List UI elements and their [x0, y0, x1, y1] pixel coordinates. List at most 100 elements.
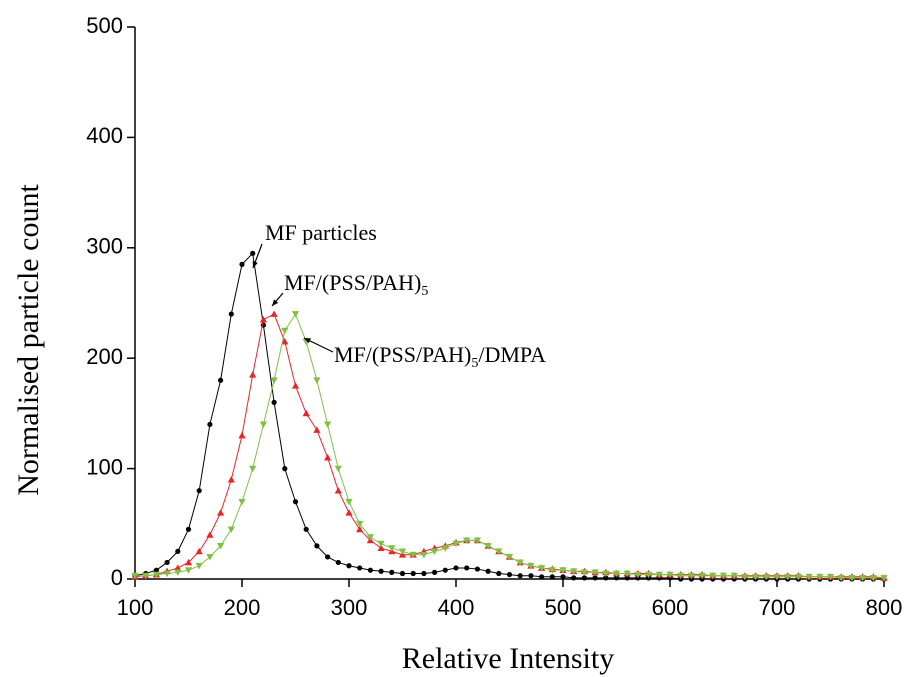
point — [259, 421, 267, 429]
point — [591, 569, 599, 576]
point — [624, 575, 630, 581]
point — [880, 575, 888, 582]
x-tick-label: 500 — [545, 595, 582, 620]
annotation-text: /DMPA — [478, 342, 546, 367]
annotation: MF/(PSS/PAH)5/DMPA — [334, 342, 546, 371]
point — [848, 575, 856, 582]
point — [452, 540, 460, 548]
point — [334, 465, 342, 473]
point — [538, 565, 546, 572]
point — [249, 371, 257, 378]
point — [314, 543, 320, 549]
point — [869, 575, 877, 582]
point — [250, 250, 256, 256]
point — [367, 567, 373, 573]
point — [741, 573, 749, 581]
x-tick-label: 400 — [438, 595, 475, 620]
point — [505, 554, 514, 561]
point — [506, 571, 513, 578]
point — [291, 382, 300, 389]
annotation-text: MF/(PSS/PAH) — [334, 342, 471, 367]
point — [784, 573, 792, 581]
point — [539, 574, 545, 580]
annotation-arrowhead — [304, 338, 311, 344]
point — [495, 548, 503, 555]
x-tick-label: 200 — [224, 595, 261, 620]
y-tick-label: 200 — [86, 344, 123, 369]
point — [270, 310, 278, 317]
point — [249, 465, 257, 473]
point — [324, 421, 332, 429]
point — [174, 564, 182, 571]
point — [442, 567, 448, 573]
point — [805, 573, 813, 581]
x-tick-label: 600 — [652, 595, 689, 620]
point — [356, 525, 364, 533]
series-line — [134, 252, 884, 580]
y-tick-label: 400 — [86, 123, 123, 148]
point — [464, 565, 470, 571]
point — [484, 543, 492, 550]
annotation: MF particles — [265, 220, 377, 245]
point — [517, 573, 523, 579]
point — [281, 327, 289, 335]
point — [677, 572, 685, 580]
x-tick-label: 100 — [117, 595, 154, 620]
y-tick-label: 500 — [86, 13, 123, 38]
point — [238, 498, 246, 506]
point — [859, 575, 867, 582]
point — [773, 573, 781, 581]
point — [228, 311, 234, 317]
point — [184, 567, 193, 574]
point — [560, 574, 566, 580]
point — [398, 548, 407, 555]
point — [410, 570, 416, 577]
point — [153, 567, 159, 573]
point — [645, 571, 653, 579]
point — [163, 570, 171, 578]
point — [142, 572, 150, 580]
point — [473, 537, 481, 544]
point — [431, 548, 439, 555]
annotation: MF/(PSS/PAH)5 — [284, 270, 428, 299]
point — [217, 543, 225, 550]
point — [570, 568, 578, 575]
point — [259, 315, 267, 323]
point — [453, 565, 459, 571]
point — [174, 569, 182, 576]
point — [291, 311, 300, 318]
point — [357, 565, 363, 571]
annotation-arrowhead — [252, 261, 258, 268]
point — [603, 575, 609, 581]
point — [184, 558, 193, 566]
point — [313, 377, 321, 384]
point — [313, 426, 321, 433]
point — [302, 409, 310, 417]
point — [195, 562, 203, 570]
point — [752, 573, 760, 581]
point — [421, 570, 427, 577]
point — [282, 466, 288, 472]
point — [602, 570, 610, 578]
annotation-subscript: 5 — [421, 284, 428, 299]
point — [335, 559, 341, 566]
point — [496, 570, 502, 577]
point — [227, 476, 235, 483]
y-tick-label: 100 — [86, 454, 123, 479]
point — [516, 559, 524, 567]
annotation-text: MF/(PSS/PAH) — [284, 270, 421, 295]
point — [485, 568, 491, 574]
x-tick-label: 800 — [866, 595, 903, 620]
point — [666, 571, 674, 579]
point — [218, 377, 224, 383]
point — [548, 567, 556, 574]
point — [131, 572, 139, 580]
point — [613, 575, 620, 581]
point — [281, 338, 289, 345]
y-tick-label: 300 — [86, 234, 123, 259]
point — [164, 559, 170, 566]
point — [420, 551, 428, 559]
y-tick-label: 0 — [111, 565, 123, 590]
point — [270, 377, 278, 384]
